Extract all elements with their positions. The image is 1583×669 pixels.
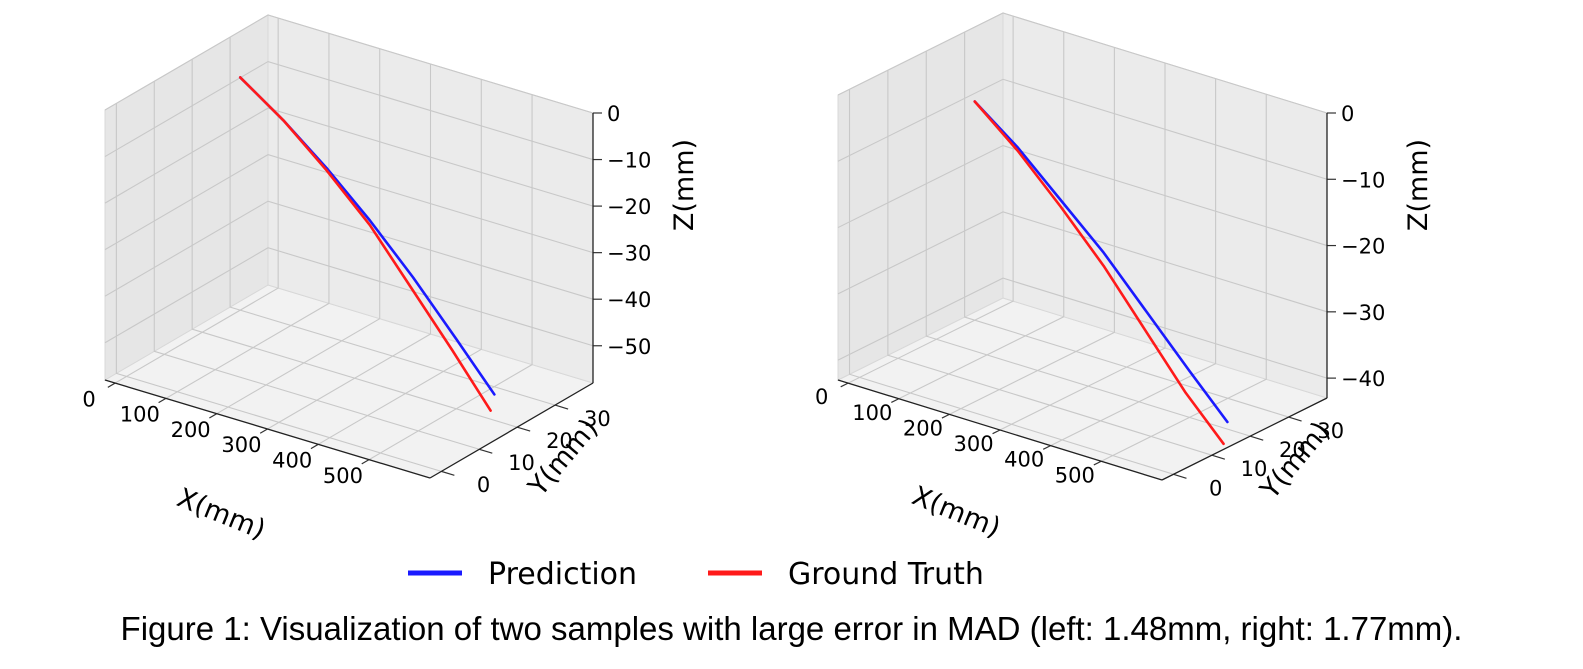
gridline-z (837, 144, 1328, 247)
gridline-x (318, 79, 482, 445)
gridline-z (837, 12, 1328, 114)
legend: Prediction Ground Truth (408, 557, 984, 592)
gridline-x (1101, 94, 1267, 462)
tick-mark-x (107, 382, 116, 388)
gridline-x (165, 33, 330, 399)
tick-mark-y (1173, 473, 1187, 479)
tick-mark-x (840, 382, 849, 388)
tick-label-z: −30 (607, 242, 651, 266)
gridline-y (229, 37, 556, 406)
series-line-prediction (973, 100, 1229, 424)
plot-right: 010020030040050001020300−10−20−30−40X(mm… (815, 12, 1434, 544)
tick-label-x: 400 (272, 449, 312, 473)
tick-mark-y (441, 470, 455, 476)
tick-label-y: 10 (508, 451, 535, 475)
gridline-z (104, 14, 594, 114)
gridline-x (216, 48, 381, 415)
tick-label-z: −20 (607, 195, 651, 219)
axis-label-z: Z(mm) (669, 139, 700, 231)
tick-label-z: 0 (607, 102, 620, 126)
axis-label-x: X(mm) (908, 480, 1005, 543)
gridline-y (848, 89, 1174, 475)
axis-line-x (837, 379, 1163, 481)
gridline-y (115, 103, 442, 472)
tick-mark-x (209, 413, 218, 419)
tick-label-z: −10 (607, 149, 651, 173)
series-line-ground-truth (238, 76, 492, 412)
tick-label-y: 0 (477, 473, 490, 497)
gridline-x (949, 47, 1115, 415)
tick-label-z: −40 (1341, 367, 1385, 391)
tick-mark-y (1211, 454, 1226, 460)
tick-mark-x (1093, 460, 1102, 466)
tick-label-z: −10 (1341, 168, 1385, 192)
tick-label-x: 100 (120, 403, 160, 427)
figure-caption: Figure 1: Visualization of two samples w… (120, 610, 1463, 647)
gridline-x (847, 16, 1014, 384)
tick-mark-y (1250, 435, 1264, 441)
tick-label-y: 10 (1241, 457, 1268, 481)
tick-mark-x (992, 429, 1001, 435)
gridline-y (191, 59, 518, 428)
legend-label-ground-truth: Ground Truth (788, 557, 984, 592)
tick-label-x: 200 (171, 418, 211, 442)
gridline-x (999, 63, 1166, 431)
gridline-z (104, 247, 594, 347)
tick-mark-y (554, 404, 569, 410)
gridline-y (925, 51, 1251, 437)
tick-label-x: 100 (852, 401, 892, 425)
tick-label-z: −30 (1341, 301, 1385, 325)
tick-label-y: 20 (1279, 438, 1306, 462)
gridline-z (837, 277, 1328, 379)
tick-label-x: 0 (82, 387, 95, 411)
gridline-z (837, 78, 1328, 180)
tick-label-x: 400 (1004, 448, 1044, 472)
tick-label-x: 500 (323, 464, 363, 488)
legend-label-prediction: Prediction (488, 557, 637, 592)
axis-line-y (1161, 397, 1328, 481)
gridline-z (104, 60, 594, 161)
tick-mark-x (310, 443, 319, 450)
tick-mark-x (158, 397, 167, 404)
tick-mark-x (361, 459, 370, 465)
tick-label-y: 30 (1317, 419, 1344, 443)
tick-label-x: 200 (903, 416, 943, 440)
tick-mark-x (259, 428, 268, 434)
axis-label-z: Z(mm) (1403, 139, 1434, 231)
tick-mark-x (891, 398, 900, 403)
gridline-z (104, 200, 594, 300)
tick-label-x: 300 (221, 433, 261, 457)
gridline-y (153, 81, 480, 450)
tick-mark-y (479, 448, 493, 454)
gridline-x (267, 64, 432, 430)
gridline-y (887, 70, 1213, 456)
tick-mark-x (1042, 445, 1051, 450)
tick-label-x: 0 (815, 385, 828, 409)
series-line-ground-truth (973, 100, 1225, 446)
gridline-x (1050, 78, 1217, 447)
tick-label-z: −50 (607, 335, 651, 359)
gridline-x (898, 31, 1065, 400)
tick-mark-y (517, 426, 531, 432)
tick-label-y: 0 (1209, 476, 1222, 500)
tick-label-z: −40 (607, 288, 651, 312)
gridline-z (104, 107, 594, 207)
tick-label-z: 0 (1341, 102, 1354, 126)
axis-line-x (104, 379, 431, 479)
tick-label-y: 30 (584, 407, 611, 431)
tick-mark-y (1288, 416, 1302, 422)
tick-label-x: 300 (954, 432, 994, 456)
tick-label-x: 500 (1055, 463, 1095, 487)
tick-label-y: 20 (546, 429, 573, 453)
tick-label-z: −20 (1341, 235, 1385, 259)
axis-label-x: X(mm) (173, 482, 270, 545)
gridline-z (104, 154, 594, 254)
gridline-x (114, 18, 279, 384)
gridline-z (837, 211, 1328, 313)
axis-line-y (429, 382, 594, 479)
tick-mark-x (941, 413, 950, 419)
gridline-x (368, 94, 533, 461)
